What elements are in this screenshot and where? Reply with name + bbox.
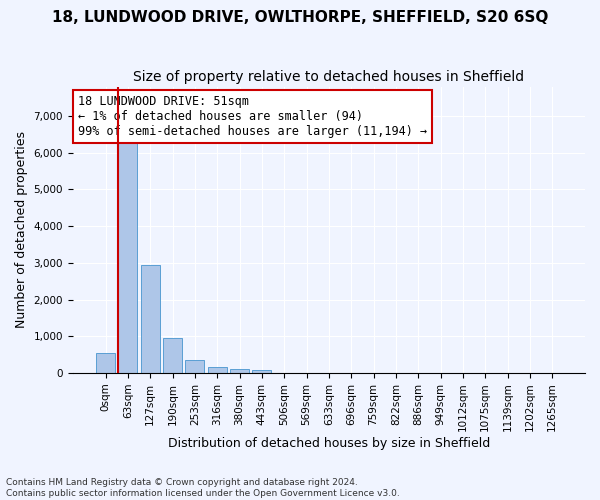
Bar — [118, 138, 137, 373]
Y-axis label: Number of detached properties: Number of detached properties — [15, 132, 28, 328]
Title: Size of property relative to detached houses in Sheffield: Size of property relative to detached ho… — [133, 70, 524, 84]
Text: Contains HM Land Registry data © Crown copyright and database right 2024.
Contai: Contains HM Land Registry data © Crown c… — [6, 478, 400, 498]
Bar — [253, 370, 271, 373]
Bar — [208, 367, 227, 373]
Bar — [230, 369, 249, 373]
Bar — [96, 353, 115, 373]
X-axis label: Distribution of detached houses by size in Sheffield: Distribution of detached houses by size … — [168, 437, 490, 450]
Bar — [185, 360, 205, 373]
Bar — [163, 338, 182, 373]
Text: 18 LUNDWOOD DRIVE: 51sqm
← 1% of detached houses are smaller (94)
99% of semi-de: 18 LUNDWOOD DRIVE: 51sqm ← 1% of detache… — [78, 95, 427, 138]
Text: 18, LUNDWOOD DRIVE, OWLTHORPE, SHEFFIELD, S20 6SQ: 18, LUNDWOOD DRIVE, OWLTHORPE, SHEFFIELD… — [52, 10, 548, 25]
Bar — [141, 266, 160, 373]
